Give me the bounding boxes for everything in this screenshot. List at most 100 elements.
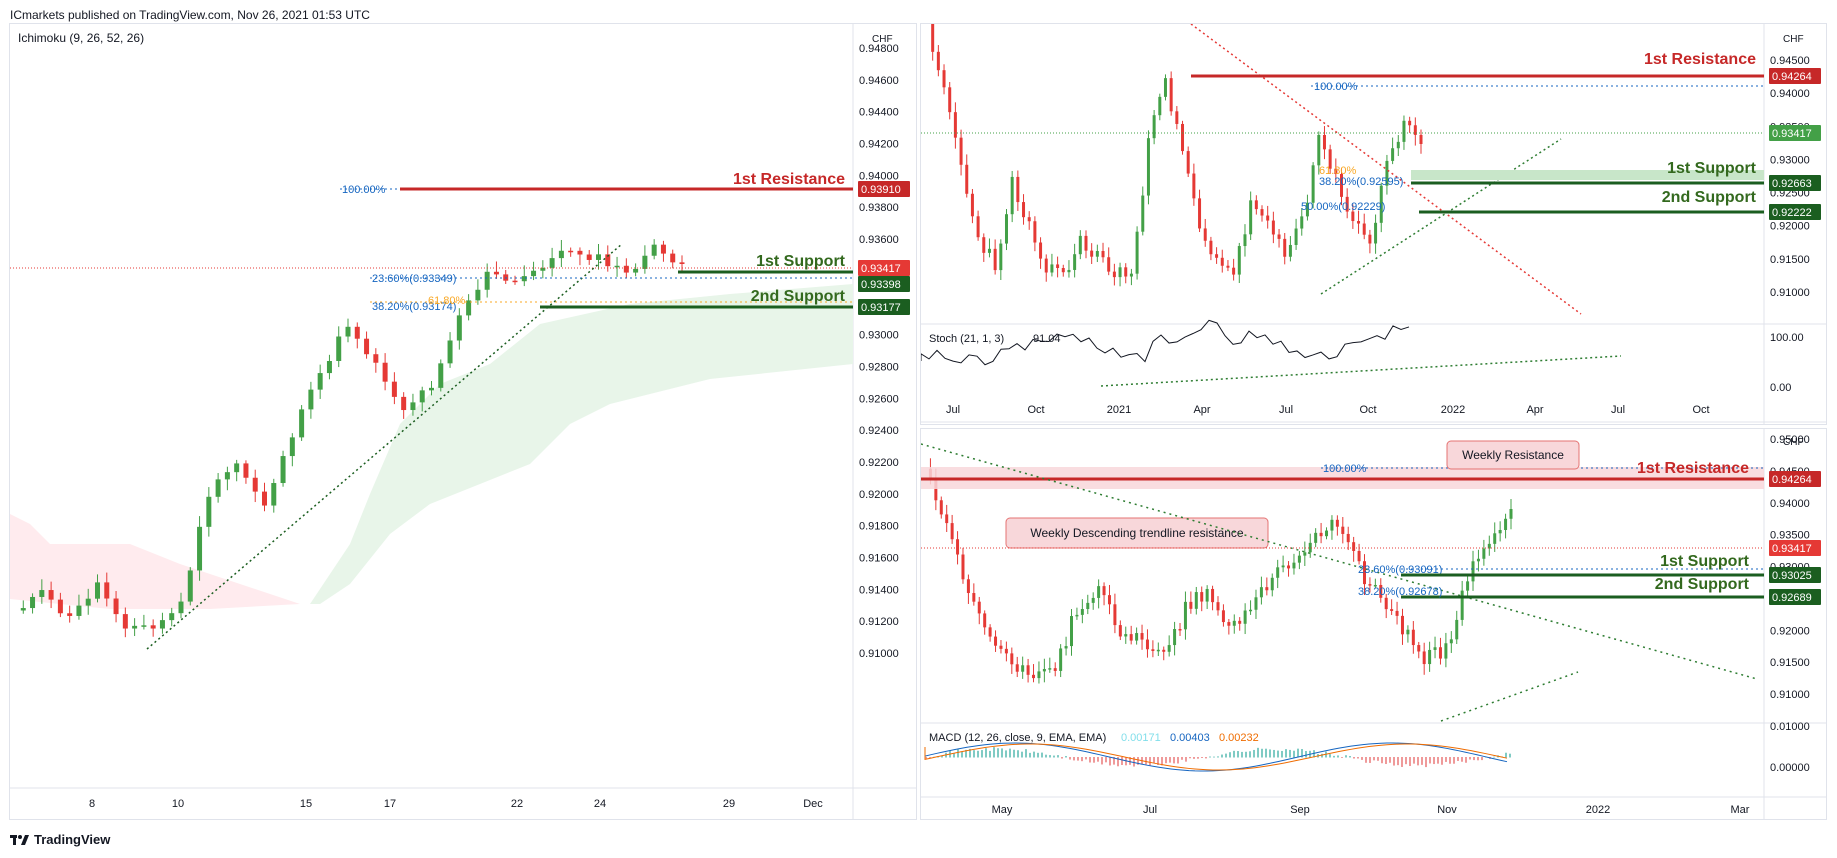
rb-macd-histogram-bar: [1297, 748, 1299, 758]
right-top-chart-pane[interactable]: 100.00% 1st Resistance 61.80% 38.20%(0.9259…: [920, 23, 1827, 425]
rb-candle-body: [1498, 529, 1502, 534]
rt-candle-body: [1419, 134, 1423, 144]
rb-macd-line: [924, 742, 1508, 772]
rb-candle-body: [1265, 587, 1269, 591]
rb-macd-histogram-bar: [1365, 757, 1367, 763]
rb-candle-body: [1330, 519, 1334, 531]
rb-macd-signal-line: [924, 743, 1508, 771]
left-chart-pane[interactable]: Ichimoku (9, 26, 52, 26) 100.00% 1st Resi…: [9, 23, 917, 820]
rb-candle-body: [1504, 518, 1508, 530]
rt-candle-body: [1220, 257, 1224, 266]
rb-y-tick: 0.95000: [1770, 434, 1810, 446]
rb-candle-body: [1411, 629, 1415, 646]
right-bottom-chart-svg[interactable]: 100.00% 1st Resistance Weekly Resistance We…: [921, 429, 1826, 819]
rb-y-tick: 0.93500: [1770, 530, 1810, 542]
rb-support1-price: 0.93025: [1772, 570, 1812, 582]
left-candle-body: [48, 590, 54, 600]
left-candle-body: [679, 262, 685, 264]
rb-fib-100-label: 100.00%: [1323, 463, 1367, 475]
right-top-chart-svg[interactable]: 100.00% 1st Resistance 61.80%38.20%(0.9259…: [921, 24, 1826, 424]
rb-ascending-trendline: [1440, 671, 1579, 722]
rb-candle-body: [1487, 543, 1491, 549]
rt-x-tick: Oct: [1027, 404, 1044, 416]
rb-candle-body: [956, 539, 960, 555]
rt-stoch-line: [921, 319, 1410, 366]
left-resistance-price-bg: [858, 181, 910, 197]
rt-candle-body: [1305, 202, 1309, 217]
rb-candle-body: [994, 636, 998, 646]
rb-macd-histogram-bar: [1133, 757, 1135, 767]
rb-candle-body: [1238, 620, 1242, 624]
left-candle-body: [373, 354, 379, 363]
rt-candle-body: [1374, 222, 1378, 244]
rb-macd-histogram-bar: [1181, 757, 1183, 760]
rt-candle-body: [1101, 251, 1105, 258]
left-support1-price: 0.93398: [861, 279, 901, 291]
rb-macd-histogram-bar: [1033, 751, 1035, 758]
rb-macd-value2: 0.00403: [1170, 732, 1210, 744]
rb-resistance-price-bg: [1769, 471, 1821, 487]
rb-candle-body: [1010, 653, 1014, 665]
left-candle-body: [299, 409, 305, 438]
rb-weekly-descending-text: Weekly Descending trendline resistance: [1030, 526, 1244, 540]
left-candle-body: [308, 389, 314, 410]
rb-candle-body: [1070, 616, 1073, 647]
rb-macd-histogram-bar: [1285, 749, 1287, 758]
right-bottom-chart-pane[interactable]: 100.00% 1st Resistance Weekly Resistance We…: [920, 428, 1827, 820]
left-chart-svg[interactable]: Ichimoku (9, 26, 52, 26) 100.00% 1st Resi…: [10, 24, 916, 819]
left-ichimoku-cloud-bull: [310, 284, 853, 604]
rb-candle-body: [1292, 562, 1296, 569]
rb-macd-histogram-bar: [1057, 755, 1059, 758]
rb-candle-body: [939, 500, 943, 515]
rt-candle-body: [1271, 220, 1275, 235]
rb-candle-body: [1080, 609, 1084, 615]
rt-stoch-value: 91.04: [1033, 333, 1061, 345]
rb-macd-histogram-bar: [1389, 757, 1391, 763]
rt-x-tick: 2022: [1441, 404, 1465, 416]
rt-candle-body: [1294, 228, 1298, 245]
rb-candle-body: [1287, 565, 1291, 569]
left-candle-body: [466, 300, 472, 316]
left-candle-body: [224, 472, 230, 480]
rb-macd-histogram-bar: [1149, 757, 1151, 766]
rb-candle-body: [1509, 509, 1513, 519]
rb-macd-histogram-bar: [1341, 757, 1343, 758]
rb-candle-body: [1357, 550, 1361, 562]
rb-macd-histogram-bar: [1369, 757, 1371, 763]
rb-candle-body: [1145, 639, 1149, 650]
rb-candle-body: [977, 601, 981, 614]
rt-candle-body: [1044, 258, 1048, 273]
left-candle-body: [234, 463, 240, 473]
left-candle-body: [67, 613, 73, 616]
rb-macd-histogram-bar: [1289, 749, 1291, 758]
rt-x-tick: Jul: [1279, 404, 1293, 416]
rb-macd-histogram-bar: [981, 750, 983, 758]
rb-macd-histogram-bar: [1441, 757, 1443, 765]
rb-candle-body: [1064, 646, 1068, 649]
left-candle-body: [159, 620, 165, 629]
rb-macd-histogram-bar: [1101, 757, 1103, 765]
left-candle-body: [85, 598, 91, 606]
rb-candle-body: [1205, 588, 1209, 602]
rt-candle-body: [1107, 257, 1111, 272]
rt-candle-body: [1084, 235, 1088, 251]
rb-macd-histogram-bar: [1245, 751, 1247, 758]
rb-macd-label: MACD (12, 26, close, 9, EMA, EMA): [929, 732, 1106, 744]
rb-macd-histogram-bar: [1313, 750, 1315, 758]
rb-macd-histogram-bar: [1405, 757, 1407, 765]
rt-y-tick: 0.91500: [1770, 254, 1810, 266]
rb-candle-body: [1270, 577, 1274, 591]
rb-macd-histogram-bar: [1077, 757, 1079, 761]
rb-macd-histogram-bar: [1089, 757, 1091, 763]
rb-macd-histogram-bar: [1113, 757, 1115, 765]
rt-candle-body: [1192, 173, 1196, 199]
rb-macd-histogram-bar: [1093, 757, 1095, 763]
left-candle-body: [438, 363, 444, 388]
rb-macd-histogram-bar: [1293, 750, 1295, 758]
rt-candle-body: [965, 164, 969, 194]
rb-candle-body: [1471, 561, 1475, 582]
tradingview-footer[interactable]: TradingView: [10, 832, 110, 847]
rb-macd-histogram-bar: [1509, 753, 1511, 758]
rt-support2-price-bg: [1769, 204, 1821, 220]
rt-candle-body: [1022, 202, 1026, 218]
